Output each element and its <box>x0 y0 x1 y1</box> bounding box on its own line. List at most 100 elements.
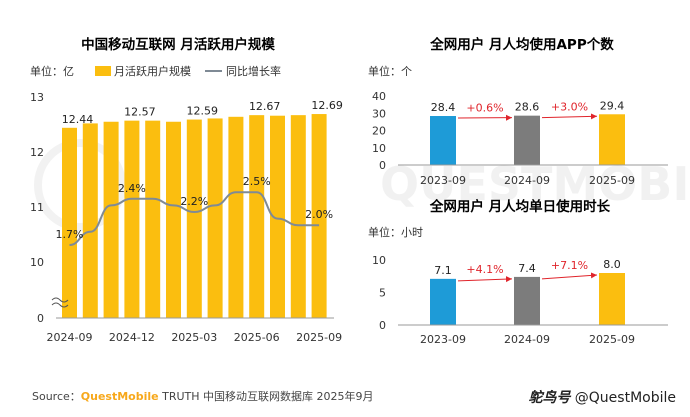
metric-value-label: 29.4 <box>600 99 625 112</box>
metric-bar <box>514 276 540 325</box>
right-top-title: 全网用户 月人均使用APP个数 <box>429 36 614 53</box>
mau-bar <box>103 121 119 318</box>
mau-bar <box>186 119 202 318</box>
legend-bar-label: 月活跃用户规模 <box>114 64 191 78</box>
axis-break-symbol <box>51 297 69 308</box>
metric-value-label: 8.0 <box>603 258 621 271</box>
source-footer: Source：QuestMobile TRUTH 中国移动互联网数据库 2025… <box>32 388 374 404</box>
right-bottom-bars <box>430 273 625 325</box>
left-bars <box>62 114 327 319</box>
growth-rate-label: 2.4% <box>118 182 146 195</box>
left-x-axis: 2024-09 2024-12 2025-03 2025-06 2025-09 <box>47 331 343 344</box>
footer-prefix: Source： <box>32 390 81 403</box>
metric-bar <box>599 114 625 165</box>
svg-text:QUESTMOBILE: QUESTMOBILE <box>380 157 690 211</box>
x-tick: 2025-09 <box>589 174 635 187</box>
left-x-tick: 2024-12 <box>109 331 155 344</box>
growth-percent-label: +7.1% <box>551 259 588 272</box>
left-y-axis: 13 12 11 10 0 <box>30 91 44 325</box>
left-unit-label: 单位：亿 <box>30 64 74 78</box>
growth-percent-label: +3.0% <box>551 100 588 113</box>
mau-bar <box>249 115 265 319</box>
x-tick: 2023-09 <box>420 174 466 187</box>
metric-bar <box>430 278 456 325</box>
mau-bar <box>207 118 223 318</box>
y-tick: 5 <box>379 287 386 300</box>
mau-bar <box>290 115 306 319</box>
y-tick: 10 <box>372 254 386 267</box>
mau-bar <box>228 116 244 318</box>
right-top-growth-arrows: +0.6% +3.0% <box>457 100 598 121</box>
mau-value-label: 12.44 <box>62 113 94 126</box>
metric-bar <box>514 115 540 165</box>
x-tick: 2023-09 <box>420 333 466 346</box>
left-x-tick: 2025-06 <box>234 331 280 344</box>
mau-bar <box>145 120 161 319</box>
left-x-tick: 2024-09 <box>47 331 93 344</box>
footer-rest: TRUTH 中国移动互联网数据库 2025年9月 <box>158 390 374 403</box>
growth-rate-label: 2.0% <box>305 208 333 221</box>
growth-arrow <box>457 276 513 283</box>
left-y-tick: 10 <box>30 256 44 269</box>
mau-bar <box>311 114 327 318</box>
x-tick: 2024-09 <box>504 174 550 187</box>
growth-rate-label: 1.7% <box>56 228 84 241</box>
growth-percent-label: +4.1% <box>466 263 503 276</box>
y-tick: 10 <box>372 142 386 155</box>
mau-bar <box>270 115 285 318</box>
metric-bar <box>430 116 456 165</box>
growth-rate-labels: 1.7% 2.4% 2.2% 2.5% 2.0% <box>56 175 334 241</box>
right-top-bars <box>430 114 625 165</box>
left-y-tick: 0 <box>37 312 44 325</box>
mau-value-label: 12.69 <box>311 99 343 112</box>
right-bottom-title: 全网用户 月人均单日使用时长 <box>429 198 611 215</box>
growth-percent-label: +0.6% <box>466 102 503 115</box>
y-tick: 30 <box>372 107 386 120</box>
right-top-unit: 单位：个 <box>368 64 412 78</box>
growth-arrow <box>541 272 598 280</box>
footer-brand: QuestMobile <box>80 390 159 403</box>
growth-rate-line <box>69 191 320 246</box>
watermark-en: @QuestMobile <box>570 390 676 406</box>
watermark-background: QUESTMOBILE <box>34 139 690 231</box>
left-x-tick: 2025-09 <box>296 331 342 344</box>
watermark-credit: 鸵鸟号 @QuestMobile <box>528 387 676 407</box>
metric-value-label: 7.1 <box>434 264 452 277</box>
right-bottom-growth-arrows: +4.1% +7.1% <box>457 259 598 283</box>
left-y-tick: 12 <box>30 146 44 159</box>
mau-value-label: 12.67 <box>249 100 281 113</box>
metric-value-label: 28.4 <box>431 101 456 114</box>
left-bar-labels: 12.44 12.57 12.59 12.67 12.69 <box>62 99 343 126</box>
y-tick: 0 <box>379 159 386 172</box>
left-chart-title: 中国移动互联网 月活跃用户规模 <box>81 36 275 53</box>
y-tick: 40 <box>372 90 386 103</box>
y-tick: 20 <box>372 125 386 138</box>
x-tick: 2025-09 <box>589 333 635 346</box>
right-top-x-axis: 2023-09 2024-09 2025-09 <box>420 174 635 187</box>
mau-bar <box>62 127 77 318</box>
left-y-tick: 13 <box>30 91 44 104</box>
legend-bar-swatch <box>95 66 111 76</box>
right-bottom-x-axis: 2023-09 2024-09 2025-09 <box>420 333 635 346</box>
mau-bar <box>124 120 140 319</box>
metric-value-label: 7.4 <box>518 262 536 275</box>
mau-bar <box>166 121 181 318</box>
y-tick: 0 <box>379 319 386 332</box>
mau-value-label: 12.57 <box>124 106 156 119</box>
right-top-value-labels: 28.4 28.6 29.4 <box>431 99 625 114</box>
right-bottom-value-labels: 7.1 7.4 8.0 <box>434 258 621 277</box>
growth-rate-label: 2.5% <box>243 175 271 188</box>
watermark-cn: 鸵鸟号 <box>528 390 571 406</box>
left-y-tick: 11 <box>30 201 44 214</box>
mau-bar <box>82 123 98 319</box>
growth-rate-label: 2.2% <box>180 195 208 208</box>
mau-value-label: 12.59 <box>187 105 219 118</box>
right-bottom-unit: 单位：小时 <box>368 225 423 239</box>
metric-value-label: 28.6 <box>515 101 540 114</box>
right-bottom-y-axis: 10 5 0 <box>372 254 386 332</box>
growth-arrow <box>541 113 598 120</box>
metric-bar <box>599 273 625 325</box>
right-top-y-axis: 40 30 20 10 0 <box>372 90 386 172</box>
left-x-tick: 2025-03 <box>171 331 217 344</box>
